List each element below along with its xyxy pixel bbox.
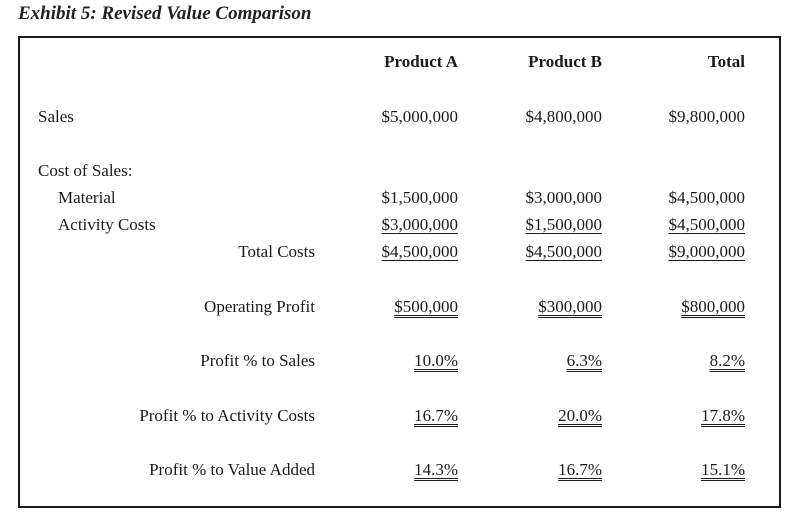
profit-pct-activity-total: 17.8% [701,406,745,425]
profit-pct-sales-product-b: 6.3% [566,351,602,370]
profit-pct-value-added-product-b: 16.7% [558,460,602,479]
material-product-a: $1,500,000 [381,188,459,207]
profit-pct-sales-total: 8.2% [709,351,745,370]
activity-costs-total: $4,500,000 [668,215,746,234]
material-total: $4,500,000 [668,188,746,207]
row-label-profit-pct-sales: Profit % to Sales [200,351,315,370]
activity-costs-product-b: $1,500,000 [525,215,603,234]
header-product-b: Product B [528,52,602,71]
row-label-sales: Sales [38,107,74,126]
sales-product-a: $5,000,000 [381,107,459,126]
material-product-b: $3,000,000 [525,188,603,207]
operating-profit-product-a: $500,000 [394,297,458,316]
total-costs-product-b: $4,500,000 [525,242,603,261]
row-label-profit-pct-activity: Profit % to Activity Costs [139,406,315,425]
sales-product-b: $4,800,000 [525,107,603,126]
activity-costs-product-a: $3,000,000 [381,215,459,234]
profit-pct-sales-product-a: 10.0% [414,351,458,370]
total-costs-product-a: $4,500,000 [381,242,459,261]
header-total: Total [707,52,745,71]
row-label-total-costs: Total Costs [238,242,315,261]
comparison-table-frame [18,36,781,508]
profit-pct-value-added-product-a: 14.3% [414,460,458,479]
operating-profit-product-b: $300,000 [538,297,602,316]
row-label-cost-of-sales: Cost of Sales: [38,161,133,180]
exhibit-title: Exhibit 5: Revised Value Comparison [18,3,312,24]
sales-total: $9,800,000 [668,107,746,126]
profit-pct-value-added-total: 15.1% [701,460,745,479]
profit-pct-activity-product-a: 16.7% [414,406,458,425]
row-label-activity-costs: Activity Costs [58,215,156,234]
row-label-operating-profit: Operating Profit [204,297,315,316]
row-label-profit-pct-value-added: Profit % to Value Added [149,460,315,479]
total-costs-total: $9,000,000 [668,242,746,261]
operating-profit-total: $800,000 [681,297,745,316]
header-product-a: Product A [384,52,458,71]
profit-pct-activity-product-b: 20.0% [558,406,602,425]
row-label-material: Material [58,188,116,207]
